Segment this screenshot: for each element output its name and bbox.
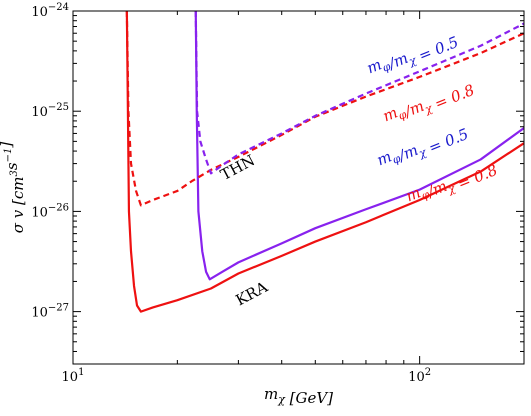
y-tick-label: 10−25 bbox=[31, 102, 69, 120]
tick-labels: 101 102 10−27 10−26 10−25 10−24 mχ [GeV] σ v [c… bbox=[0, 2, 431, 407]
series-line-kra-05 bbox=[194, 11, 524, 281]
mass-ratio-label: mφ/mχ = 0.5 bbox=[364, 25, 461, 84]
y-tick-label: 10−26 bbox=[31, 202, 69, 220]
mass-ratio-label: mφ/mχ = 0.5 bbox=[374, 117, 471, 176]
mass-ratio-label: mφ/mχ = 0.8 bbox=[380, 73, 477, 132]
x-tick-label: 102 bbox=[408, 367, 431, 385]
series-line-thn-08 bbox=[125, 11, 524, 207]
x-axis-label: mχ [GeV] bbox=[264, 385, 333, 407]
axis-ticks bbox=[72, 10, 525, 365]
plot-area bbox=[72, 10, 525, 365]
mass-ratio-label: mφ/mχ = 0.8 bbox=[403, 153, 500, 212]
y-axis-label: σ v [cm3s−1] bbox=[0, 142, 27, 234]
series-line-thn-05 bbox=[194, 11, 524, 175]
x-tick-label: 101 bbox=[62, 367, 85, 385]
series-line-kra-08 bbox=[125, 11, 524, 313]
y-tick-label: 10−24 bbox=[31, 2, 69, 20]
plot-frame bbox=[72, 10, 525, 365]
model-label-kra: KRA bbox=[233, 278, 271, 310]
y-tick-label: 10−27 bbox=[31, 303, 69, 321]
